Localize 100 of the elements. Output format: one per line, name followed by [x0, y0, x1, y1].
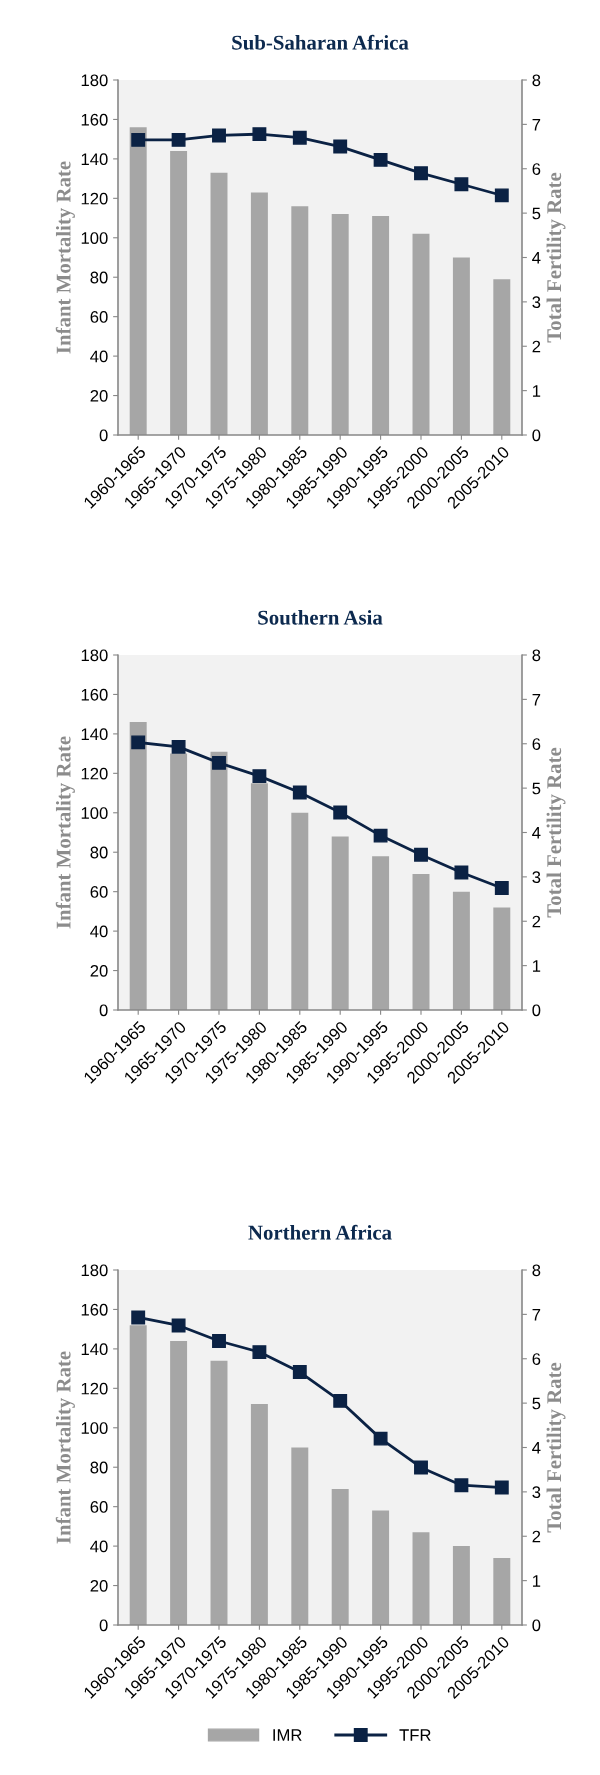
bar: [412, 873, 430, 1010]
y2-tick-label: 3: [532, 871, 541, 884]
y-tick-label: 60: [90, 1501, 108, 1513]
point: [212, 1334, 226, 1348]
bar: [452, 891, 470, 1010]
y2-tick-label: 5: [532, 207, 541, 220]
y-tick-label: 40: [90, 350, 108, 363]
y-tick-label: 80: [90, 1461, 108, 1474]
bar: [250, 1404, 268, 1625]
y-tick-label: 0: [99, 429, 108, 442]
y2-tick-label: 1: [532, 960, 541, 972]
bar: [210, 172, 228, 435]
bar: [372, 856, 390, 1010]
y-tick-label: 180: [81, 74, 108, 87]
point: [373, 152, 388, 167]
y-tick-label: 20: [90, 964, 108, 977]
y-tick-label: 60: [90, 886, 108, 898]
y2-tick-label: 5: [532, 782, 541, 795]
y2-tick-label: 7: [532, 693, 541, 706]
bar: [291, 1447, 309, 1625]
y2-tick-label: 6: [532, 1353, 541, 1365]
bar: [331, 214, 349, 435]
point: [171, 1318, 186, 1333]
y-tick-label: 160: [81, 1303, 108, 1316]
y-tick-label: 60: [90, 311, 108, 323]
y-tick-label: 140: [81, 728, 108, 741]
point: [131, 735, 146, 750]
y2-tick-label: 6: [532, 738, 541, 750]
point: [171, 739, 186, 754]
point: [292, 130, 307, 145]
point: [373, 1431, 388, 1446]
bar: [250, 192, 268, 435]
bar: [452, 257, 470, 435]
point: [131, 1310, 146, 1325]
point: [212, 755, 226, 770]
bar: [493, 279, 511, 435]
point: [252, 1345, 267, 1360]
bar: [129, 722, 147, 1010]
point: [212, 128, 226, 143]
point: [414, 847, 428, 862]
bar: [331, 836, 349, 1010]
y-tick-label: 0: [99, 1619, 108, 1632]
point: [252, 127, 267, 142]
y-tick-label: 180: [81, 1264, 108, 1277]
y-axis-title: Infant Mortality Rate: [55, 161, 75, 354]
y-tick-label: 140: [81, 153, 108, 166]
bar: [129, 127, 147, 435]
bar: [493, 907, 511, 1010]
legend-label: IMR: [273, 1729, 302, 1741]
y-tick-label: 120: [81, 1382, 108, 1395]
chart-title: Sub-Saharan Africa: [232, 34, 409, 50]
chart-title: Northern Africa: [248, 1224, 392, 1240]
y-tick-label: 20: [90, 389, 108, 402]
point: [454, 177, 469, 192]
y-tick-label: 0: [99, 1004, 108, 1017]
y-tick-label: 100: [81, 1422, 108, 1434]
bar: [210, 1360, 228, 1625]
y-axis-title: Infant Mortality Rate: [55, 1351, 75, 1544]
y2-tick-label: 3: [532, 296, 541, 309]
y-tick-label: 100: [81, 807, 108, 819]
y-tick-label: 80: [90, 271, 108, 284]
point: [373, 828, 388, 843]
point: [252, 769, 267, 784]
y-tick-label: 80: [90, 846, 108, 859]
y2-tick-label: 2: [532, 1530, 541, 1543]
point: [454, 865, 469, 880]
y2-tick-label: 4: [532, 252, 541, 264]
y-tick-label: 160: [81, 688, 108, 701]
point: [414, 1460, 428, 1475]
y-tick-label: 20: [90, 1579, 108, 1592]
y2-tick-label: 4: [532, 827, 541, 839]
bar: [412, 1532, 430, 1625]
y2-tick-label: 7: [532, 1308, 541, 1321]
point: [131, 132, 146, 147]
point: [494, 881, 509, 895]
point: [333, 139, 348, 154]
y-tick-label: 160: [81, 113, 108, 126]
bar: [452, 1546, 470, 1625]
point: [333, 1393, 348, 1408]
point: [454, 1478, 469, 1493]
bar: [129, 1325, 147, 1625]
bar: [493, 1557, 511, 1625]
bar: [170, 753, 188, 1010]
y2-tick-label: 8: [532, 1264, 541, 1277]
point: [333, 805, 348, 820]
chart-title: Southern Asia: [258, 609, 383, 625]
y2-tick-label: 1: [532, 385, 541, 397]
point: [292, 1365, 307, 1380]
y2-axis-title: Total Fertility Rate: [546, 172, 566, 343]
y2-tick-label: 8: [532, 74, 541, 87]
y2-tick-label: 7: [532, 118, 541, 131]
y2-tick-label: 0: [532, 429, 541, 442]
bar: [331, 1488, 349, 1625]
y2-tick-label: 4: [532, 1442, 541, 1454]
point: [414, 166, 428, 181]
bar: [170, 151, 188, 435]
legend-label: TFR: [399, 1729, 431, 1741]
bar: [250, 783, 268, 1010]
y2-tick-label: 8: [532, 649, 541, 662]
bar: [291, 206, 309, 435]
